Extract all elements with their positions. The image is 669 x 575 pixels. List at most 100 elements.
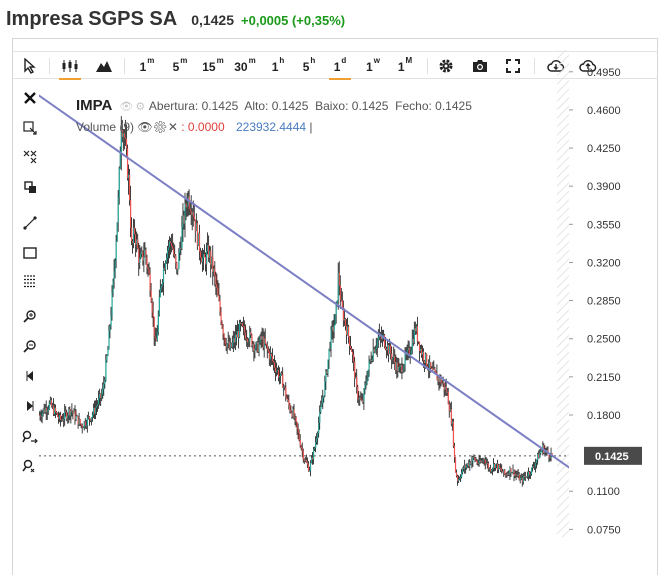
candle: [244, 320, 246, 341]
candle: [512, 464, 514, 475]
candle: [399, 363, 401, 374]
trendline-drawing[interactable]: [39, 88, 569, 475]
candle: [252, 341, 254, 352]
candle: [471, 455, 473, 469]
scroll-left-button[interactable]: [19, 365, 41, 387]
future-area: [557, 50, 569, 537]
crosshair-tool-button[interactable]: [19, 117, 41, 139]
candle: [523, 471, 526, 481]
candle: [39, 410, 40, 416]
clone-tool-button[interactable]: [19, 176, 41, 198]
candle: [370, 351, 372, 364]
candle: [242, 321, 244, 328]
candle: [273, 355, 276, 373]
candle: [111, 285, 113, 321]
measure-tool-button[interactable]: [19, 426, 41, 448]
interval-30m-button[interactable]: 30m: [232, 55, 258, 77]
price-axis[interactable]: 0.4950 0.4600 0.4250 0.3900 0.3550 0.3200 0.28…: [569, 50, 644, 537]
candle: [340, 287, 342, 302]
candle: [319, 405, 321, 430]
candle: [338, 261, 340, 296]
candle: [136, 231, 138, 253]
delete-drawings-button[interactable]: [19, 146, 41, 168]
price-chart-plot[interactable]: [39, 50, 569, 537]
interval-1d-button[interactable]: 1d: [327, 55, 353, 80]
interval-5h-button[interactable]: 5h: [297, 55, 321, 77]
candle: [124, 119, 127, 146]
interval-1w-button[interactable]: 1w: [361, 55, 385, 77]
eye-icon[interactable]: 👁: [137, 120, 153, 134]
save-chart-button[interactable]: [577, 55, 599, 77]
interval-5m-button[interactable]: 5m: [168, 55, 192, 77]
cursor-cross-icon: [23, 121, 37, 135]
cursor-icon: [24, 58, 36, 74]
candle: [144, 241, 146, 258]
y-tick-label: 0.3200: [587, 257, 621, 269]
low-label: Baixo:: [315, 99, 349, 113]
candle: [137, 233, 139, 250]
candle: [241, 322, 243, 327]
candle: [187, 190, 189, 217]
candle: [46, 406, 48, 420]
candle: [210, 246, 212, 278]
candle: [246, 329, 248, 347]
arrow-right-icon: [27, 401, 34, 411]
gear-icon[interactable]: ⚙: [135, 101, 146, 113]
candle: [265, 343, 267, 349]
close-icon[interactable]: ✕: [167, 120, 178, 134]
mountain-chart-button[interactable]: [93, 55, 115, 77]
interval-15m-button[interactable]: 15m: [200, 55, 226, 77]
candle: [431, 366, 433, 369]
settings-button[interactable]: [435, 55, 457, 77]
candle: [414, 321, 417, 335]
candle: [247, 337, 249, 350]
candle: [42, 408, 44, 417]
candle: [539, 449, 541, 459]
interval-label: 30m: [234, 55, 256, 74]
candlestick-chart-button[interactable]: [57, 55, 83, 80]
candle: [44, 404, 46, 414]
candle: [195, 213, 198, 232]
cursor-tool-button[interactable]: [19, 55, 41, 77]
open-value: 0.1425: [201, 99, 239, 113]
rectangle-tool-button[interactable]: [19, 242, 41, 264]
candle: [293, 403, 295, 420]
candle: [243, 316, 245, 336]
gear-icon[interactable]: ⚙: [152, 120, 168, 134]
interval-1M-button[interactable]: 1M: [393, 55, 417, 77]
candle: [85, 419, 87, 430]
candle: [438, 375, 440, 391]
candle: [520, 473, 522, 481]
candle: [342, 300, 345, 327]
candle: [73, 408, 75, 414]
candle: [258, 336, 260, 357]
interval-1m-button[interactable]: 1m: [135, 55, 159, 77]
candle: [106, 354, 108, 363]
fibonacci-tool-button[interactable]: [19, 270, 41, 292]
interval-1h-button[interactable]: 1h: [266, 55, 290, 77]
candle: [404, 347, 406, 372]
candle: [288, 394, 290, 410]
fullscreen-button[interactable]: [502, 55, 524, 77]
trendline-tool-button[interactable]: [19, 212, 41, 234]
candle: [387, 339, 389, 356]
candle: [81, 423, 83, 434]
candle: [86, 414, 89, 433]
close-drawing-button[interactable]: [19, 87, 41, 109]
zoom-out-button[interactable]: [19, 335, 41, 357]
reset-zoom-button[interactable]: [19, 455, 41, 477]
candle: [347, 324, 350, 344]
zoom-in-button[interactable]: [19, 305, 41, 327]
candle: [401, 357, 403, 380]
close-label: Fecho:: [395, 99, 432, 113]
eye-icon[interactable]: 👁: [119, 101, 134, 113]
candle: [132, 239, 134, 254]
candle: [517, 468, 519, 479]
candle: [145, 247, 147, 265]
scroll-right-button[interactable]: [19, 395, 41, 417]
candle: [350, 335, 352, 350]
candle: [277, 367, 279, 375]
candle: [316, 433, 318, 445]
screenshot-button[interactable]: [469, 55, 491, 77]
candle: [101, 388, 103, 402]
